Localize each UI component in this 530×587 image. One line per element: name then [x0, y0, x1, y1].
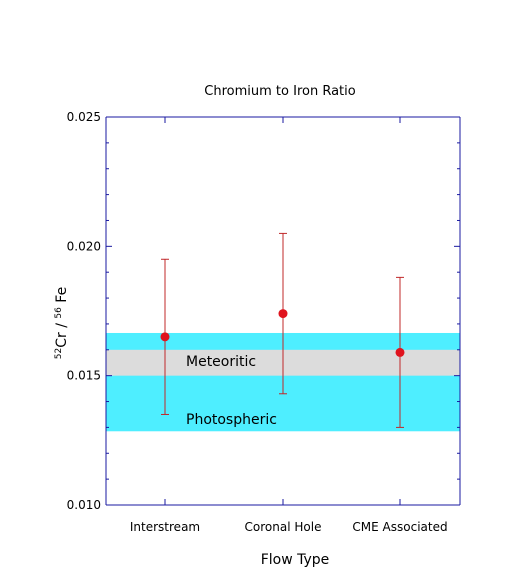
y-axis-title-part-2: Fe [54, 287, 70, 307]
x-tick-label: Coronal Hole [245, 520, 322, 534]
tick-marks [106, 116, 460, 506]
band-label-photospheric: Photospheric [186, 412, 277, 428]
data-point [278, 309, 288, 319]
data-point [160, 332, 170, 342]
data-points [160, 309, 405, 357]
x-axis-title: Flow Type [261, 552, 330, 568]
y-axis-title: 52Cr / 56 Fe [54, 287, 70, 359]
band-label-meteoritic: Meteoritic [186, 354, 256, 370]
y-tick-label: 0.015 [67, 369, 101, 383]
x-tick-label: Interstream [130, 520, 200, 534]
chart-title: Chromium to Iron Ratio [204, 84, 355, 99]
x-tick-label: CME Associated [352, 520, 447, 534]
y-axis-title-sup-1: 52 [54, 348, 64, 359]
data-point [395, 347, 405, 357]
tick-labels: 0.025 0.020 0.015 0.010 Interstream Coronal H… [67, 110, 448, 534]
y-axis-title-sup-2: 56 [54, 307, 64, 319]
y-axis-title-part-1: Cr / [54, 319, 70, 348]
y-tick-label: 0.010 [67, 498, 101, 512]
y-tick-label: 0.025 [67, 110, 101, 124]
y-tick-label: 0.020 [67, 239, 101, 253]
